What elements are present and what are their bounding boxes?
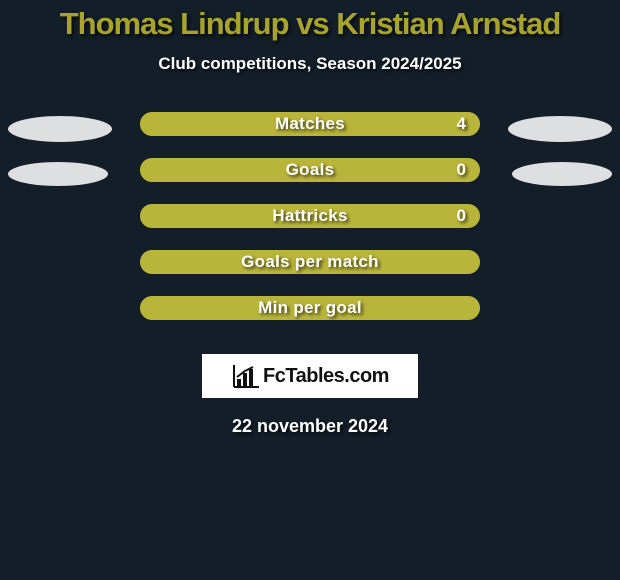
stat-label: Min per goal	[140, 298, 480, 318]
player-left-marker	[8, 116, 112, 142]
stat-bar: Goals per match	[140, 250, 480, 274]
stat-bar: Min per goal	[140, 296, 480, 320]
stat-rows: Matches4Goals0Hattricks0Goals per matchM…	[0, 112, 620, 342]
stat-value: 4	[457, 114, 466, 134]
stat-row: Matches4	[0, 112, 620, 158]
barchart-icon	[231, 363, 261, 389]
stat-row: Hattricks0	[0, 204, 620, 250]
stat-row: Min per goal	[0, 296, 620, 342]
stat-value: 0	[457, 206, 466, 226]
stat-label: Hattricks	[140, 206, 480, 226]
player-left-marker	[8, 162, 108, 186]
logo-text: FcTables.com	[263, 365, 389, 388]
stat-label: Goals	[140, 160, 480, 180]
stat-label: Goals per match	[140, 252, 480, 272]
page-title: Thomas Lindrup vs Kristian Arnstad	[0, 0, 620, 42]
stat-bar: Matches4	[140, 112, 480, 136]
player-right-marker	[508, 116, 612, 142]
logo-box: FcTables.com	[202, 354, 418, 398]
stat-row: Goals per match	[0, 250, 620, 296]
subtitle: Club competitions, Season 2024/2025	[0, 54, 620, 74]
player-right-marker	[512, 162, 612, 186]
stat-label: Matches	[140, 114, 480, 134]
date-text: 22 november 2024	[0, 416, 620, 437]
stat-value: 0	[457, 160, 466, 180]
stat-bar: Hattricks0	[140, 204, 480, 228]
stat-row: Goals0	[0, 158, 620, 204]
stat-bar: Goals0	[140, 158, 480, 182]
